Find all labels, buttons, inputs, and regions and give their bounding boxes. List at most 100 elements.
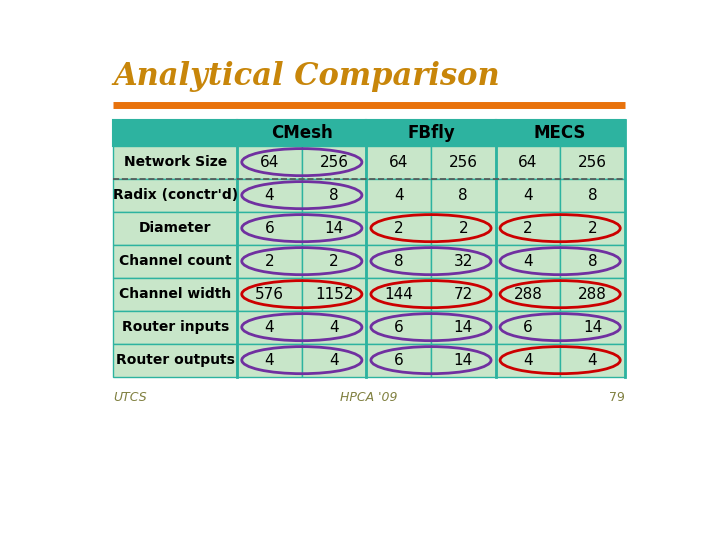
- Bar: [366, 179, 431, 212]
- Text: Router inputs: Router inputs: [122, 320, 229, 334]
- Bar: [560, 179, 625, 212]
- Text: 6: 6: [523, 320, 533, 335]
- Text: HPCA '09: HPCA '09: [341, 391, 397, 404]
- Bar: [431, 212, 495, 245]
- Text: 14: 14: [582, 320, 602, 335]
- Text: 6: 6: [265, 221, 274, 235]
- Bar: [113, 146, 238, 179]
- Text: 8: 8: [394, 254, 403, 268]
- Text: 576: 576: [255, 287, 284, 302]
- Text: Router outputs: Router outputs: [116, 353, 235, 367]
- Text: CMesh: CMesh: [271, 124, 333, 142]
- Bar: [431, 245, 495, 278]
- Text: 14: 14: [454, 353, 473, 368]
- Text: 256: 256: [449, 154, 478, 170]
- Bar: [113, 179, 238, 212]
- Bar: [495, 146, 560, 179]
- Bar: [495, 343, 560, 377]
- Bar: [238, 343, 302, 377]
- Text: 72: 72: [454, 287, 473, 302]
- Bar: [495, 212, 560, 245]
- Bar: [560, 146, 625, 179]
- Text: 6: 6: [394, 353, 404, 368]
- Bar: [366, 343, 431, 377]
- Bar: [238, 245, 302, 278]
- Bar: [366, 278, 431, 310]
- Bar: [495, 120, 625, 146]
- Text: Channel width: Channel width: [119, 287, 231, 301]
- Bar: [238, 179, 302, 212]
- Bar: [238, 278, 302, 310]
- Bar: [431, 310, 495, 343]
- Bar: [366, 212, 431, 245]
- Bar: [302, 310, 366, 343]
- Text: 4: 4: [523, 353, 533, 368]
- Text: 64: 64: [518, 154, 538, 170]
- Bar: [302, 146, 366, 179]
- Text: 4: 4: [394, 187, 403, 202]
- Bar: [495, 278, 560, 310]
- Bar: [366, 310, 431, 343]
- Bar: [431, 278, 495, 310]
- Text: 8: 8: [588, 254, 598, 268]
- Text: 8: 8: [588, 187, 598, 202]
- Text: 2: 2: [459, 221, 468, 235]
- Text: 8: 8: [329, 187, 339, 202]
- Text: 32: 32: [454, 254, 473, 268]
- Text: 4: 4: [523, 254, 533, 268]
- Text: 144: 144: [384, 287, 413, 302]
- Text: 1152: 1152: [315, 287, 354, 302]
- Text: 4: 4: [265, 187, 274, 202]
- Bar: [113, 278, 238, 310]
- Text: 4: 4: [329, 353, 339, 368]
- Bar: [495, 310, 560, 343]
- Bar: [113, 245, 238, 278]
- Text: MECS: MECS: [534, 124, 586, 142]
- Text: 64: 64: [260, 154, 279, 170]
- Text: 2: 2: [394, 221, 403, 235]
- Bar: [113, 120, 238, 146]
- Bar: [431, 343, 495, 377]
- Bar: [431, 146, 495, 179]
- Bar: [366, 146, 431, 179]
- Text: Radix (conctr'd): Radix (conctr'd): [113, 188, 238, 202]
- Bar: [113, 343, 238, 377]
- Bar: [560, 212, 625, 245]
- Bar: [302, 179, 366, 212]
- Text: 2: 2: [265, 254, 274, 268]
- Bar: [560, 310, 625, 343]
- Bar: [302, 245, 366, 278]
- Bar: [238, 310, 302, 343]
- Text: 256: 256: [578, 154, 607, 170]
- Text: Network Size: Network Size: [124, 155, 227, 169]
- Bar: [366, 120, 495, 146]
- Text: 4: 4: [588, 353, 598, 368]
- Text: Analytical Comparison: Analytical Comparison: [113, 60, 500, 92]
- Text: 2: 2: [523, 221, 533, 235]
- Text: 4: 4: [265, 320, 274, 335]
- Bar: [113, 310, 238, 343]
- Text: 2: 2: [588, 221, 598, 235]
- Text: 14: 14: [454, 320, 473, 335]
- Bar: [560, 278, 625, 310]
- Text: 256: 256: [320, 154, 348, 170]
- Bar: [238, 146, 302, 179]
- Text: 6: 6: [394, 320, 404, 335]
- Bar: [431, 179, 495, 212]
- Bar: [302, 212, 366, 245]
- Text: Channel count: Channel count: [119, 254, 232, 268]
- Text: 4: 4: [523, 187, 533, 202]
- Text: 2: 2: [329, 254, 339, 268]
- Text: 4: 4: [265, 353, 274, 368]
- Text: Diameter: Diameter: [139, 221, 212, 235]
- Bar: [366, 245, 431, 278]
- Bar: [238, 120, 366, 146]
- Bar: [560, 343, 625, 377]
- Bar: [495, 245, 560, 278]
- Text: 79: 79: [609, 391, 625, 404]
- Text: 4: 4: [329, 320, 339, 335]
- Text: 288: 288: [513, 287, 542, 302]
- Bar: [495, 179, 560, 212]
- Text: 8: 8: [459, 187, 468, 202]
- Bar: [302, 278, 366, 310]
